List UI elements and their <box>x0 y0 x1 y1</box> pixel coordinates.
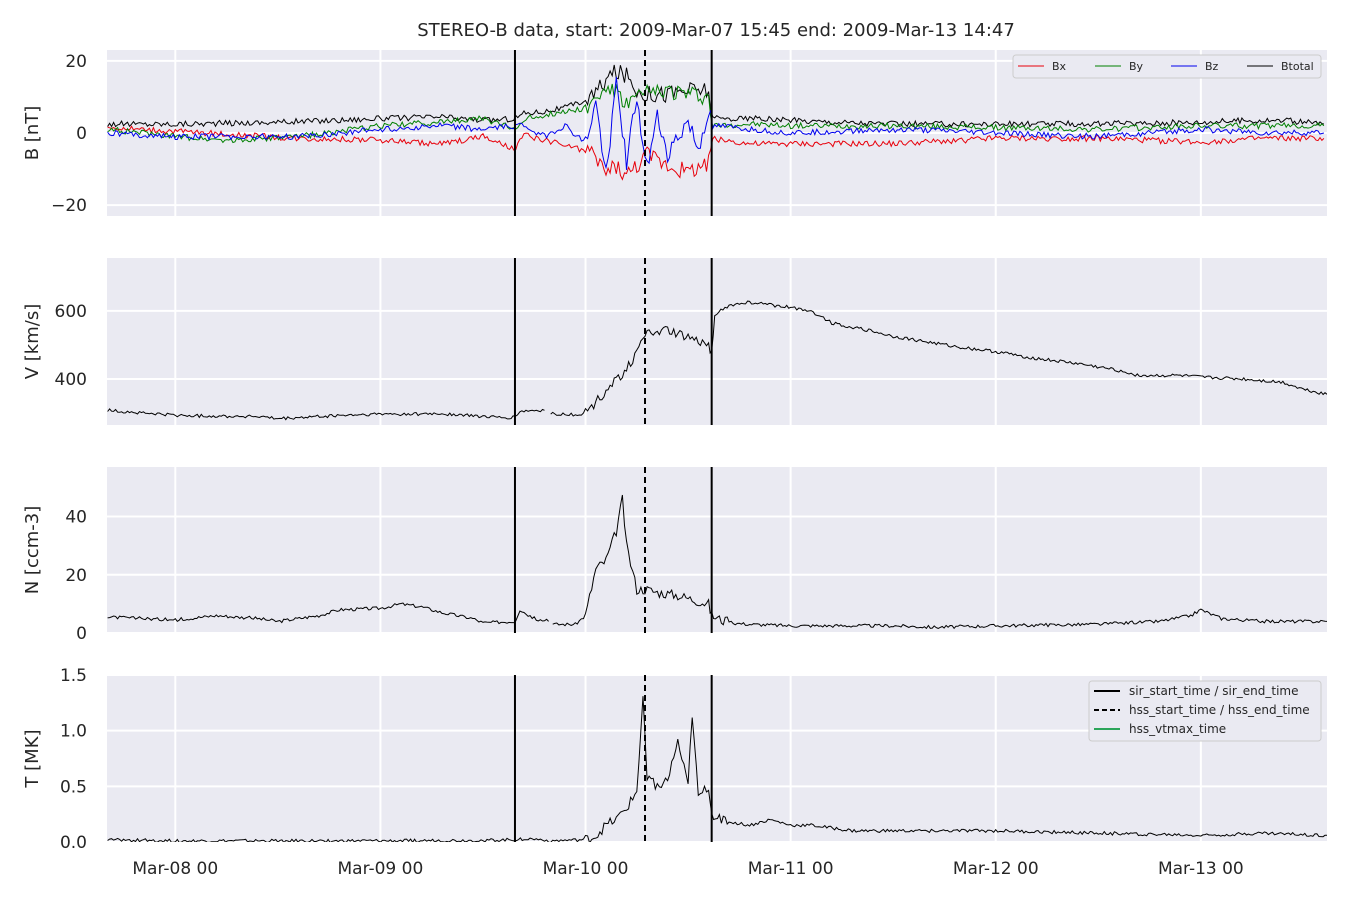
legend-label: Btotal <box>1281 60 1314 73</box>
series-line-by <box>107 83 1325 144</box>
legend-label: sir_start_time / sir_end_time <box>1129 684 1299 698</box>
series-line-btotal <box>107 64 1325 128</box>
x-tick-label: Mar-13 00 <box>1158 859 1244 879</box>
legend-label: Bz <box>1205 60 1219 73</box>
series-line-t <box>107 696 1327 842</box>
panel-3: 0 20 40 N [ccm-3] <box>22 467 1327 644</box>
y-tick-label: 0 <box>76 624 87 644</box>
y-tick-label: 20 <box>65 52 87 72</box>
x-tick-label: Mar-10 00 <box>543 859 629 879</box>
legend-label: hss_vtmax_time <box>1129 722 1226 736</box>
y-axis-label: N [ccm-3] <box>22 506 43 595</box>
y-tick-label: 400 <box>55 370 87 390</box>
series-line-n <box>107 494 1327 630</box>
legend-label: By <box>1129 60 1144 73</box>
panel-2: 400 600 V [km/s] <box>22 258 1327 425</box>
panel-4: 0.0 0.5 1.0 1.5 T [MK] sir_start_time / sir_e… <box>22 666 1327 853</box>
chart-title: STEREO-B data, start: 2009-Mar-07 15:45 … <box>417 20 1015 41</box>
legend-label: Bx <box>1052 60 1067 73</box>
series-line-v <box>107 300 1327 421</box>
y-tick-label: 600 <box>55 302 87 322</box>
legend-frame <box>1012 54 1322 79</box>
x-tick-label: Mar-11 00 <box>748 859 834 879</box>
y-axis-label: B [nT] <box>22 106 43 161</box>
y-tick-label: 0 <box>76 124 87 144</box>
y-axis-label: T [MK] <box>22 729 43 788</box>
legend-label: hss_start_time / hss_end_time <box>1129 703 1310 717</box>
y-tick-label: 40 <box>65 508 87 528</box>
series-line-bx <box>107 125 1325 181</box>
series-line-bz <box>107 76 1325 170</box>
y-tick-label: 1.5 <box>60 666 87 686</box>
y-tick-label: 0.5 <box>60 777 87 797</box>
y-tick-label: 20 <box>65 566 87 586</box>
legend-b: Bx By Bz Btotal <box>1012 54 1322 79</box>
x-tick-label: Mar-12 00 <box>953 859 1039 879</box>
plot-area <box>107 258 1327 425</box>
x-tick-label: Mar-09 00 <box>338 859 424 879</box>
x-tick-label: Mar-08 00 <box>132 859 218 879</box>
legend-events: sir_start_time / sir_end_time hss_start_t… <box>1088 680 1322 742</box>
y-tick-label: 0.0 <box>60 833 87 853</box>
y-tick-label: 1.0 <box>60 722 87 742</box>
y-axis-label: V [km/s] <box>22 304 43 379</box>
y-tick-label: −20 <box>51 196 87 216</box>
plot-area <box>107 467 1327 633</box>
legend-frame <box>1088 680 1322 742</box>
panel-1: −20 0 20 B [nT] Bx By Bz Btotal <box>22 50 1327 216</box>
